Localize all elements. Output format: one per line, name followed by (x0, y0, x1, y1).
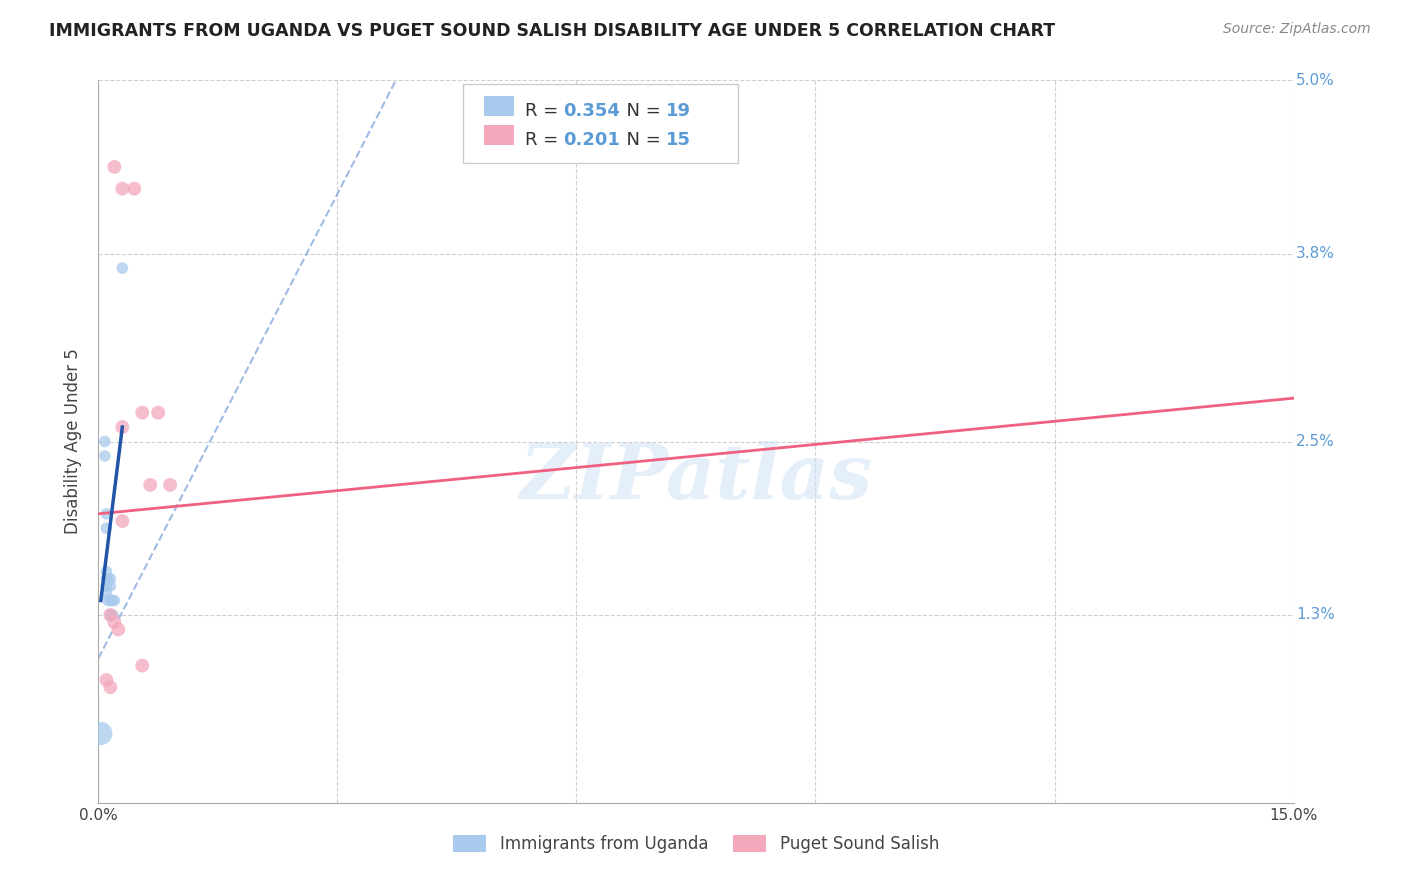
Text: N =: N = (614, 131, 666, 149)
Point (101, 593, 124, 607)
Point (96, 572, 118, 586)
Point (98, 579, 122, 593)
Text: N =: N = (614, 103, 666, 120)
Point (124, 182, 146, 196)
Point (94, 449, 117, 463)
Text: 15: 15 (666, 131, 692, 149)
FancyBboxPatch shape (463, 84, 738, 163)
Text: Source: ZipAtlas.com: Source: ZipAtlas.com (1223, 22, 1371, 37)
Point (94, 434, 117, 449)
Point (111, 420, 134, 434)
Point (111, 182, 134, 196)
Point (96, 673, 118, 687)
FancyBboxPatch shape (485, 96, 515, 116)
Point (96, 586, 118, 600)
Point (98, 680, 122, 694)
Point (148, 406, 170, 420)
Point (96, 521, 118, 535)
Point (103, 160, 125, 174)
Point (98, 607, 122, 622)
FancyBboxPatch shape (485, 125, 515, 145)
Text: IMMIGRANTS FROM UGANDA VS PUGET SOUND SALISH DISABILITY AGE UNDER 5 CORRELATION : IMMIGRANTS FROM UGANDA VS PUGET SOUND SA… (49, 22, 1056, 40)
Y-axis label: Disability Age Under 5: Disability Age Under 5 (65, 349, 83, 534)
Point (111, 514, 134, 528)
Text: 2.5%: 2.5% (1296, 434, 1334, 449)
Point (90, 726, 112, 740)
Point (98, 607, 122, 622)
Point (103, 593, 125, 607)
Point (96, 507, 118, 521)
Point (159, 478, 181, 492)
Point (111, 261, 134, 276)
Text: ZIPatlas: ZIPatlas (519, 441, 873, 515)
Point (131, 406, 153, 420)
Text: 3.8%: 3.8% (1296, 246, 1334, 261)
Text: R =: R = (524, 103, 564, 120)
Text: 0.354: 0.354 (564, 103, 620, 120)
Point (97, 572, 120, 586)
Point (97, 593, 120, 607)
Point (107, 623, 129, 637)
Text: 1.3%: 1.3% (1296, 607, 1334, 623)
Point (96, 579, 118, 593)
Point (103, 615, 125, 630)
Text: R =: R = (524, 131, 564, 149)
Point (131, 658, 153, 673)
Text: 5.0%: 5.0% (1296, 73, 1334, 87)
Point (101, 607, 124, 622)
Point (96, 565, 118, 579)
Point (139, 478, 162, 492)
Text: 19: 19 (666, 103, 692, 120)
Point (98, 572, 122, 586)
Legend: Immigrants from Uganda, Puget Sound Salish: Immigrants from Uganda, Puget Sound Sali… (446, 828, 946, 860)
Text: 0.201: 0.201 (564, 131, 620, 149)
Point (98, 593, 122, 607)
